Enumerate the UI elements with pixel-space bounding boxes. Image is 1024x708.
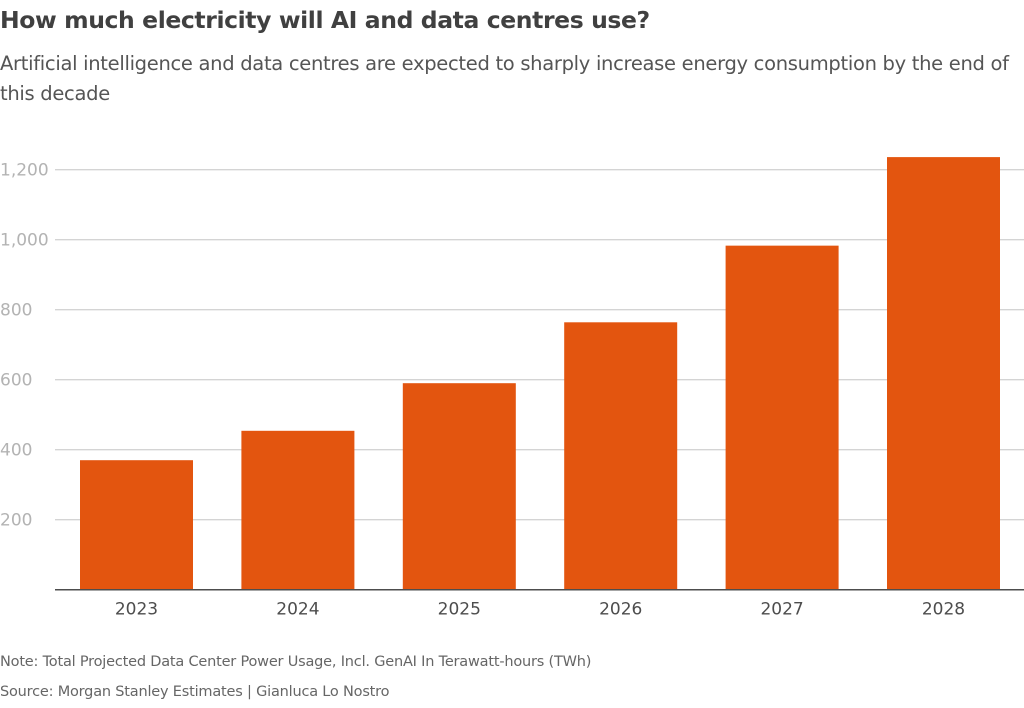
bar-2024 [241, 430, 355, 590]
bar-2028 [887, 157, 1000, 590]
bar-2025 [402, 383, 516, 590]
x-tick-label: 2026 [599, 600, 642, 620]
x-tick-label: 2027 [760, 600, 803, 620]
x-tick-label: 2025 [438, 600, 481, 620]
bar-2026 [564, 322, 678, 590]
x-tick-label: 2028 [922, 600, 965, 620]
y-tick-label: 1,000 [0, 231, 49, 251]
chart-source: Source: Morgan Stanley Estimates | Gianl… [0, 684, 390, 700]
bar-2023 [80, 460, 193, 590]
x-tick-label: 2023 [115, 600, 158, 620]
y-tick-label: 200 [0, 511, 32, 531]
x-tick-label: 2024 [276, 600, 319, 620]
y-axis-labels: 200 400 600 800 1,000 1,200 [0, 161, 49, 531]
y-tick-label: 600 [0, 371, 32, 391]
bars [80, 157, 1000, 590]
chart-title: How much electricity will AI and data ce… [0, 6, 650, 34]
y-tick-label: 1,200 [0, 161, 49, 181]
bar-2027 [725, 245, 839, 590]
chart-note: Note: Total Projected Data Center Power … [0, 654, 592, 670]
y-tick-label: 800 [0, 301, 32, 321]
gridlines [55, 169, 1024, 521]
chart-subtitle: Artificial intelligence and data centres… [0, 52, 1009, 105]
x-axis-labels: 2023 2024 2025 2026 2027 2028 [115, 600, 965, 620]
y-tick-label: 400 [0, 441, 32, 461]
